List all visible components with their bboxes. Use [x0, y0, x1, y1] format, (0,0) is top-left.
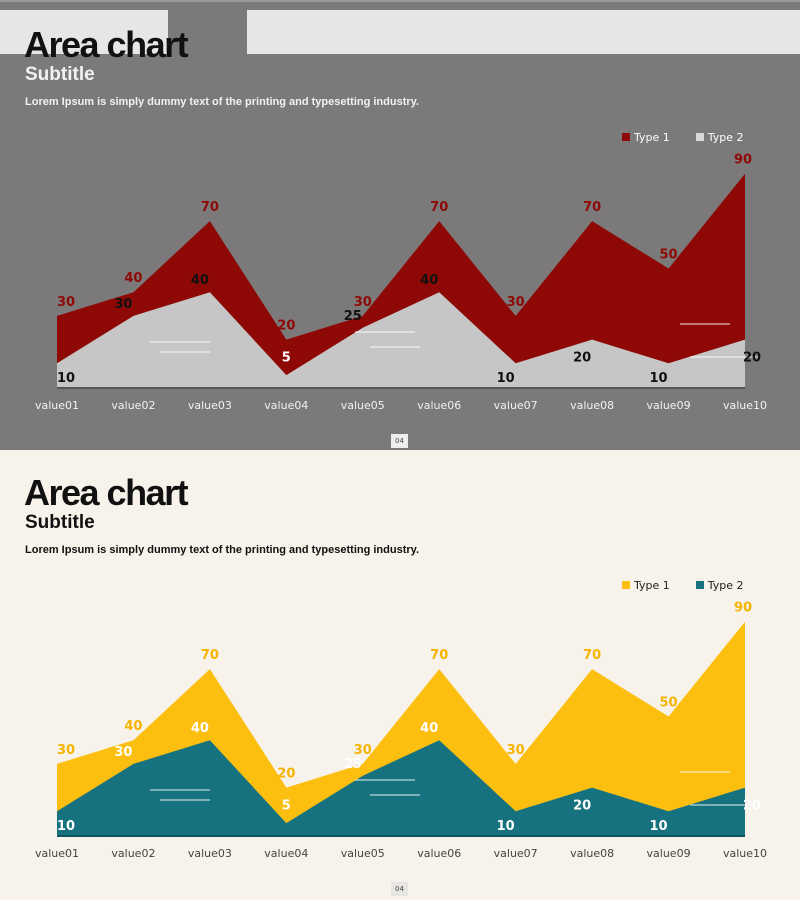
data-label-type1: 70	[201, 200, 219, 215]
legend-swatch	[622, 133, 630, 141]
data-label-type2: 40	[420, 721, 438, 736]
legend-item-type2: Type 2	[695, 131, 744, 144]
data-label-type2: 40	[191, 273, 209, 288]
data-label-type2: 5	[282, 799, 291, 814]
legend-label: Type 1	[634, 579, 670, 592]
x-tick-label: value10	[723, 847, 767, 860]
x-tick-label: value08	[570, 847, 614, 860]
page-number: 04	[391, 882, 408, 896]
data-label-type1: 90	[734, 601, 752, 616]
slide-dark: Area chart Subtitle Lorem Ipsum is simpl…	[0, 0, 800, 450]
slide-light: Area chart Subtitle Lorem Ipsum is simpl…	[0, 450, 800, 900]
data-label-type2: 20	[743, 351, 761, 366]
data-label-type1: 30	[354, 295, 372, 310]
data-label-type1: 50	[660, 248, 678, 263]
x-tick-label: value06	[417, 847, 461, 860]
chart-title: Area chart	[24, 24, 189, 65]
legend: Type 1 Type 2	[622, 579, 744, 592]
data-label-type1: 70	[430, 648, 448, 663]
chart-title: Area chart	[24, 472, 189, 513]
chart-subtitle: Subtitle	[25, 512, 95, 533]
data-label-type1: 70	[430, 200, 448, 215]
data-label-type1: 40	[124, 719, 142, 734]
data-label-type2: 10	[497, 371, 515, 386]
legend-label: Type 2	[707, 131, 744, 144]
data-label-type1: 70	[201, 648, 219, 663]
x-tick-label: value05	[341, 399, 385, 412]
page-number: 04	[391, 434, 408, 448]
legend-item-type1: Type 1	[622, 131, 670, 144]
data-label-type2: 30	[114, 297, 132, 312]
data-label-type2: 10	[650, 819, 668, 834]
legend-swatch	[622, 581, 630, 589]
x-tick-label: value05	[341, 847, 385, 860]
x-tick-label: value01	[35, 399, 79, 412]
data-label-type1: 90	[734, 153, 752, 168]
data-label-type2: 25	[344, 309, 362, 324]
x-tick-label: value01	[35, 847, 79, 860]
area-chart: 30 40 70 20 30 70 30 70 50 90 10 30 40 5 25 40 10 20 10 20 v…	[35, 153, 767, 412]
x-tick-label: value07	[494, 847, 538, 860]
legend-item-type1: Type 1	[622, 579, 670, 592]
data-label-type1: 20	[277, 767, 295, 782]
data-label-type2: 10	[57, 819, 75, 834]
x-tick-label: value07	[494, 399, 538, 412]
x-tick-label: value02	[111, 399, 155, 412]
data-label-type1: 70	[583, 200, 601, 215]
data-label-type1: 30	[507, 295, 525, 310]
legend-label: Type 2	[707, 579, 744, 592]
data-label-type1: 30	[57, 743, 75, 758]
legend-item-type2: Type 2	[695, 579, 744, 592]
data-label-type2: 40	[420, 273, 438, 288]
x-tick-label: value03	[188, 399, 232, 412]
data-label-type2: 25	[344, 757, 362, 772]
x-tick-label: value10	[723, 399, 767, 412]
x-tick-label: value09	[647, 399, 691, 412]
legend-swatch	[695, 581, 704, 589]
chart-subtitle: Subtitle	[25, 64, 95, 85]
x-tick-label: value09	[647, 847, 691, 860]
legend-swatch	[695, 133, 704, 141]
decorative-band	[0, 10, 168, 54]
data-label-type2: 10	[497, 819, 515, 834]
data-label-type1: 20	[277, 319, 295, 334]
data-label-type2: 10	[650, 371, 668, 386]
data-label-type2: 30	[114, 745, 132, 760]
x-tick-label: value03	[188, 847, 232, 860]
data-label-type2: 20	[743, 799, 761, 814]
x-tick-label: value02	[111, 847, 155, 860]
x-tick-label: value04	[264, 399, 308, 412]
area-series-2	[57, 292, 745, 387]
legend: Type 1 Type 2	[622, 131, 744, 144]
data-label-type1: 30	[507, 743, 525, 758]
data-label-type2: 10	[57, 371, 75, 386]
data-label-type2: 20	[573, 351, 591, 366]
x-tick-label: value08	[570, 399, 614, 412]
data-label-type1: 30	[354, 743, 372, 758]
decorative-band	[247, 10, 800, 54]
chart-description: Lorem Ipsum is simply dummy text of the …	[25, 96, 420, 108]
data-label-type1: 70	[583, 648, 601, 663]
area-series-2	[57, 740, 745, 835]
x-tick-label: value06	[417, 399, 461, 412]
data-label-type1: 50	[660, 696, 678, 711]
area-chart: 30 40 70 20 30 70 30 70 50 90 10 30 40 5 25 40 10 20 10 20 v…	[35, 601, 767, 860]
legend-label: Type 1	[634, 131, 670, 144]
chart-description: Lorem Ipsum is simply dummy text of the …	[25, 544, 420, 556]
data-label-type2: 40	[191, 721, 209, 736]
data-label-type1: 30	[57, 295, 75, 310]
data-label-type2: 20	[573, 799, 591, 814]
data-label-type2: 5	[282, 351, 291, 366]
data-label-type1: 40	[124, 271, 142, 286]
x-tick-label: value04	[264, 847, 308, 860]
